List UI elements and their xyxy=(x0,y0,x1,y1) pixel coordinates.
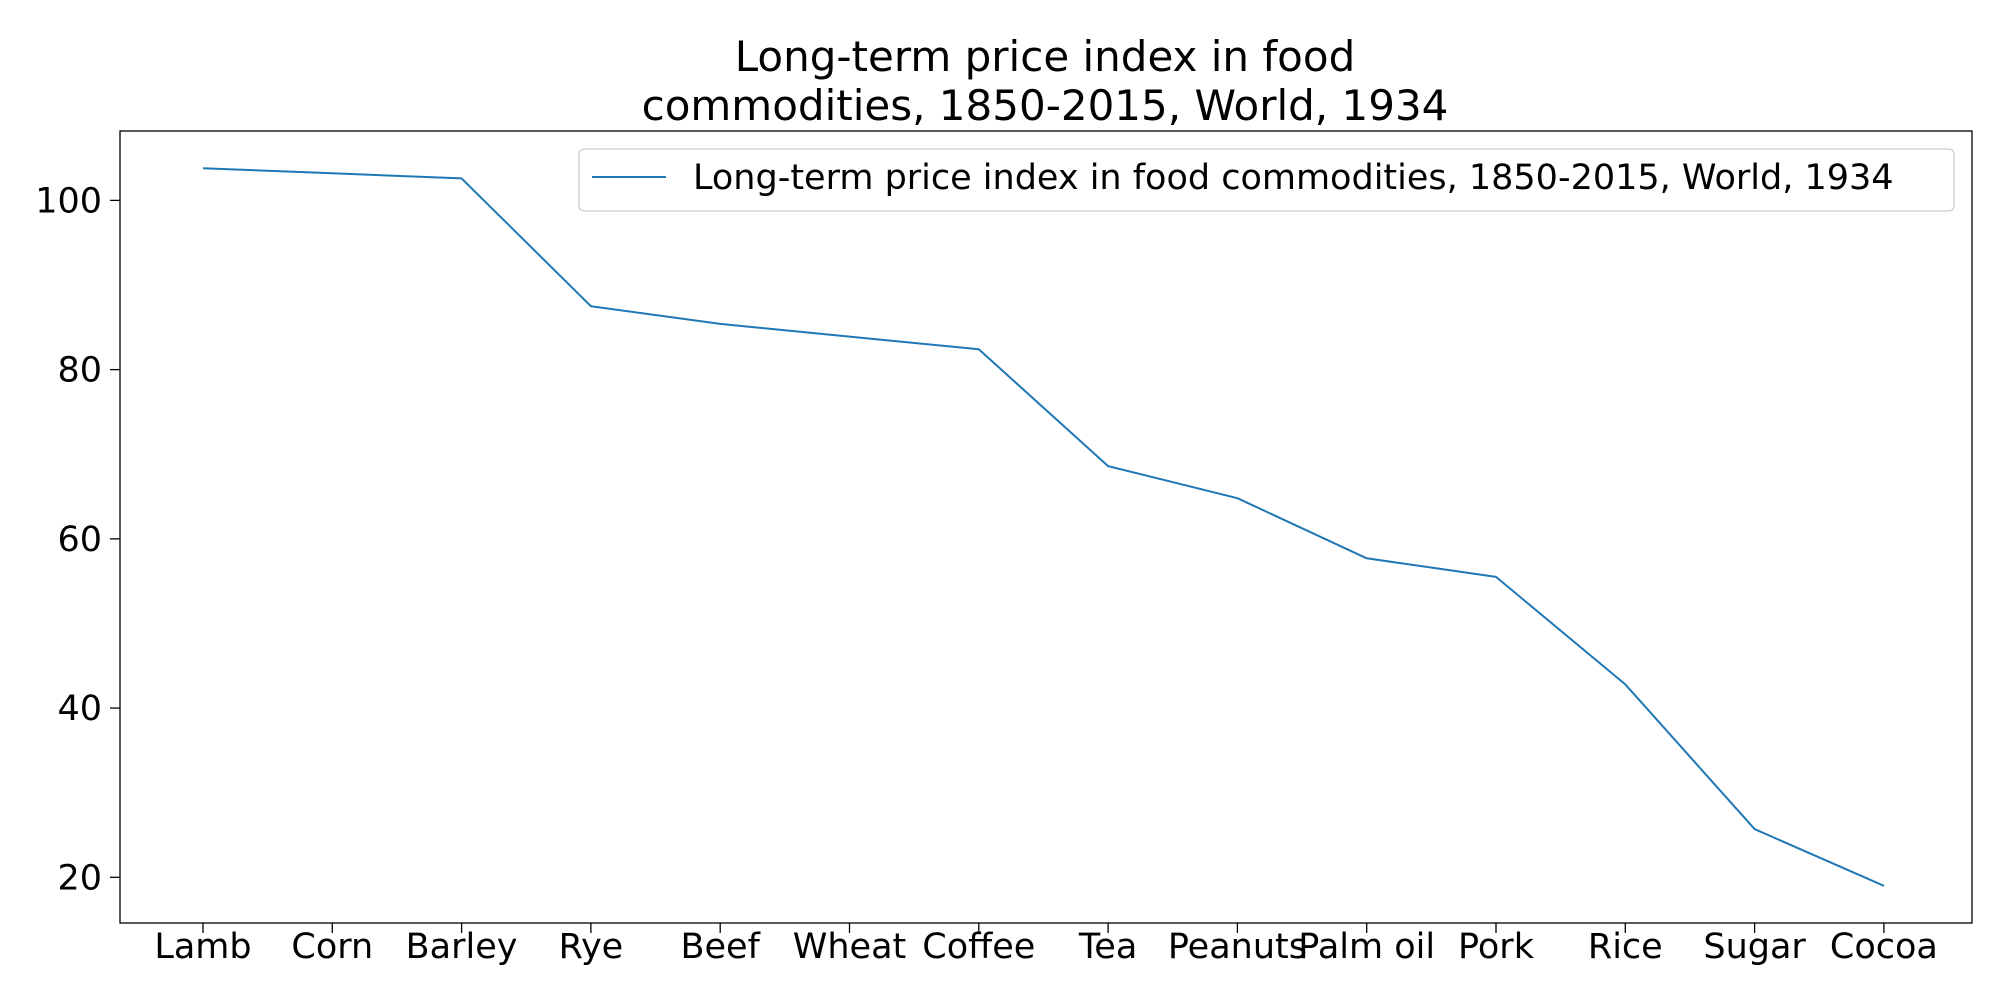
series-line-0 xyxy=(202,167,1885,887)
x-tick-label: Corn xyxy=(291,927,373,967)
chart-title: Long-term price index in food commoditie… xyxy=(642,32,1449,130)
y-tick-label: 20 xyxy=(57,858,102,898)
y-tick-label: 80 xyxy=(57,351,102,391)
x-tick-label: Rice xyxy=(1588,927,1663,967)
y-axis: 20 40 60 80 100 xyxy=(35,181,120,898)
x-tick-label: Wheat xyxy=(793,927,907,967)
legend-box xyxy=(578,148,1955,212)
x-tick-label: Coffee xyxy=(922,927,1035,967)
x-tick-label: Pork xyxy=(1458,927,1535,967)
legend: Long-term price index in food commoditie… xyxy=(578,148,1955,212)
y-tick-label: 60 xyxy=(57,520,102,560)
x-tick-label: Sugar xyxy=(1703,927,1806,967)
x-tick-label: Lamb xyxy=(154,927,251,967)
x-tick-label: Rye xyxy=(559,927,624,967)
plot-area xyxy=(119,130,1973,924)
x-tick-label: Beef xyxy=(680,927,760,967)
x-tick-label: Palm oil xyxy=(1298,927,1435,967)
x-tick-label: Peanuts xyxy=(1168,927,1307,967)
y-tick-label: 100 xyxy=(35,181,102,221)
x-tick-label: Tea xyxy=(1078,927,1137,967)
x-axis: Lamb Corn Barley Rye Beef Wheat Coffee Tea Peanu… xyxy=(154,923,1938,967)
x-tick-label: Barley xyxy=(406,927,518,967)
chart-title-line-2: commodities, 1850-2015, World, 1934 xyxy=(642,81,1449,130)
legend-entry: Long-term price index in food commoditie… xyxy=(693,158,1894,198)
chart-title-line-1: Long-term price index in food xyxy=(735,32,1356,81)
series-layer xyxy=(202,167,1885,887)
x-tick-label: Cocoa xyxy=(1830,927,1938,967)
y-tick-label: 40 xyxy=(57,689,102,729)
